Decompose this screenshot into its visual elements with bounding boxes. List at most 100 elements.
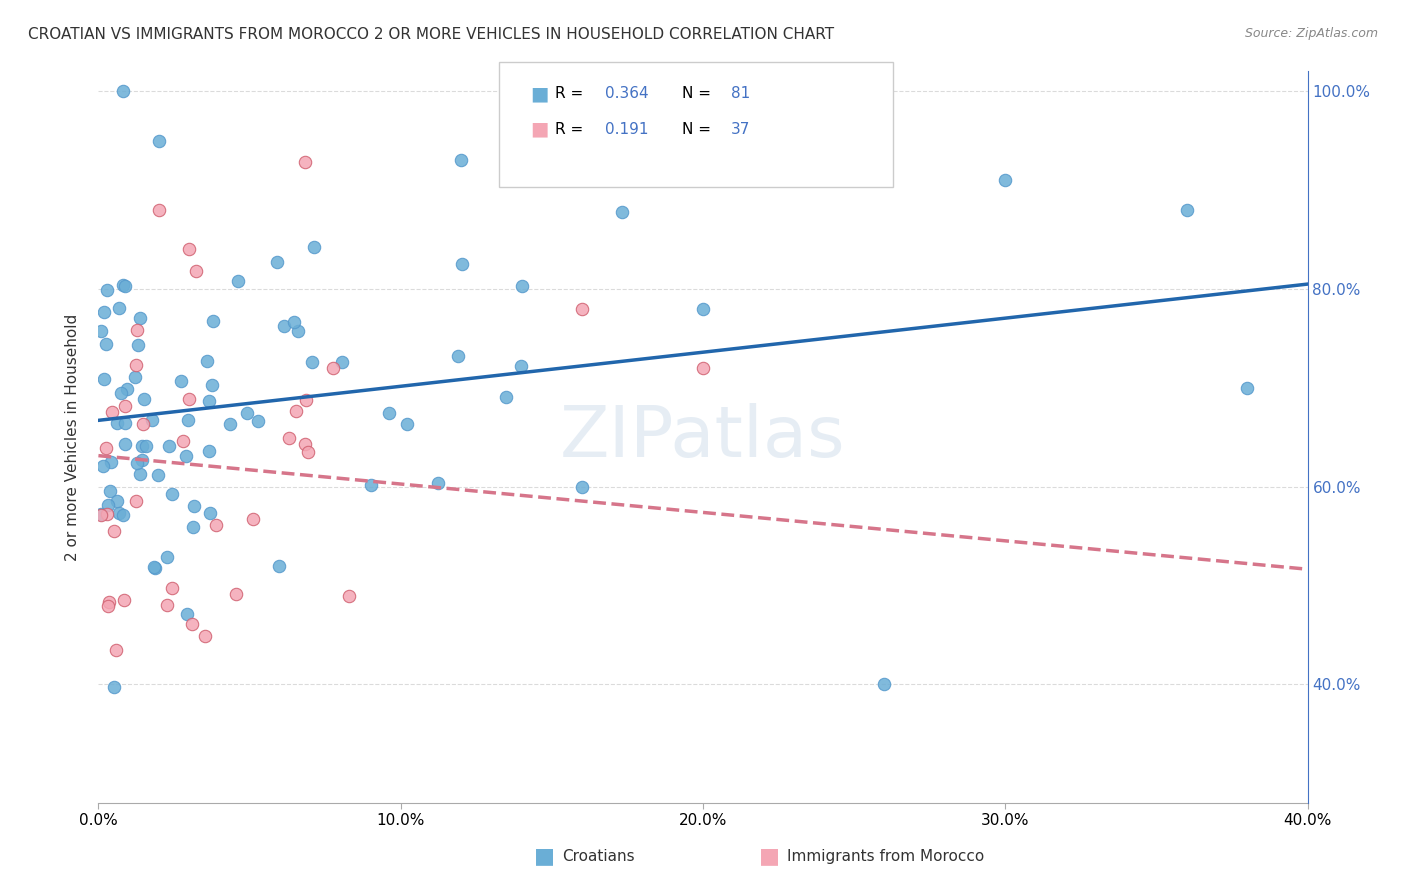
- Point: [111, 84, 134, 98]
- Point: [692, 301, 714, 316]
- Point: [200, 378, 222, 392]
- Point: [195, 354, 218, 368]
- Point: [129, 467, 152, 481]
- Point: [273, 318, 295, 333]
- Point: [198, 444, 221, 458]
- Point: [132, 417, 155, 431]
- Point: [1236, 381, 1258, 395]
- Point: [426, 475, 449, 490]
- Point: [111, 508, 134, 522]
- Point: [301, 355, 323, 369]
- Text: R =: R =: [555, 122, 593, 136]
- Point: [117, 383, 139, 397]
- Point: [337, 589, 360, 603]
- Point: [236, 405, 259, 419]
- Point: [135, 439, 157, 453]
- Point: [143, 561, 166, 575]
- Point: [90, 507, 112, 521]
- Point: [131, 439, 153, 453]
- Point: [226, 274, 249, 288]
- Point: [612, 205, 634, 219]
- Point: [141, 413, 163, 427]
- Point: [156, 550, 179, 565]
- Point: [692, 360, 714, 375]
- Point: [96, 508, 118, 522]
- Point: [172, 434, 194, 449]
- Point: [183, 499, 205, 513]
- Point: [98, 595, 121, 609]
- Point: [242, 512, 264, 526]
- Point: [125, 456, 148, 470]
- Point: [218, 417, 240, 431]
- Point: [186, 264, 208, 278]
- Point: [330, 354, 353, 368]
- Text: R =: R =: [555, 87, 589, 101]
- Point: [104, 642, 127, 657]
- Point: [101, 404, 124, 418]
- Point: [112, 593, 135, 607]
- Point: [176, 607, 198, 621]
- Point: [105, 416, 128, 430]
- Point: [179, 242, 201, 256]
- Point: [304, 240, 326, 254]
- Point: [450, 153, 472, 168]
- Point: [146, 468, 169, 483]
- Point: [287, 324, 309, 338]
- Text: 37: 37: [731, 122, 751, 136]
- Point: [100, 455, 122, 469]
- Point: [103, 681, 125, 695]
- Point: [148, 202, 170, 217]
- Point: [98, 483, 121, 498]
- Point: [132, 392, 155, 407]
- Point: [125, 358, 148, 372]
- Point: [174, 450, 197, 464]
- Point: [110, 385, 132, 400]
- Point: [170, 374, 193, 388]
- Point: [93, 372, 115, 386]
- Point: [194, 630, 217, 644]
- Point: [103, 524, 125, 538]
- Point: [1175, 202, 1198, 217]
- Text: Source: ZipAtlas.com: Source: ZipAtlas.com: [1244, 27, 1378, 40]
- Text: 81: 81: [731, 87, 751, 101]
- Point: [124, 370, 146, 384]
- Point: [571, 301, 593, 316]
- Point: [994, 825, 1017, 839]
- Point: [451, 257, 474, 271]
- Point: [297, 444, 319, 458]
- Point: [93, 305, 115, 319]
- Point: [295, 392, 318, 407]
- Point: [114, 416, 136, 430]
- Point: [283, 315, 305, 329]
- Point: [127, 338, 149, 352]
- Point: [125, 493, 148, 508]
- Point: [994, 173, 1017, 187]
- Point: [114, 437, 136, 451]
- Point: [91, 458, 114, 473]
- Point: [160, 487, 183, 501]
- Point: [509, 359, 531, 374]
- Point: [96, 441, 118, 455]
- Point: [495, 390, 517, 404]
- Point: [197, 393, 219, 408]
- Point: [108, 506, 131, 520]
- Text: 0.191: 0.191: [605, 122, 648, 136]
- Point: [571, 479, 593, 493]
- Point: [179, 392, 201, 406]
- Point: [177, 413, 200, 427]
- Point: [181, 520, 204, 534]
- Point: [129, 310, 152, 325]
- Point: [127, 323, 149, 337]
- Point: [360, 477, 382, 491]
- Text: ■: ■: [534, 847, 555, 866]
- Point: [198, 506, 221, 520]
- Point: [294, 155, 316, 169]
- Point: [94, 336, 117, 351]
- Text: ZIPatlas: ZIPatlas: [560, 402, 846, 472]
- Point: [285, 404, 308, 418]
- Text: ■: ■: [530, 120, 548, 139]
- Point: [114, 278, 136, 293]
- Text: CROATIAN VS IMMIGRANTS FROM MOROCCO 2 OR MORE VEHICLES IN HOUSEHOLD CORRELATION : CROATIAN VS IMMIGRANTS FROM MOROCCO 2 OR…: [28, 27, 834, 42]
- Point: [160, 581, 183, 595]
- Text: N =: N =: [682, 87, 716, 101]
